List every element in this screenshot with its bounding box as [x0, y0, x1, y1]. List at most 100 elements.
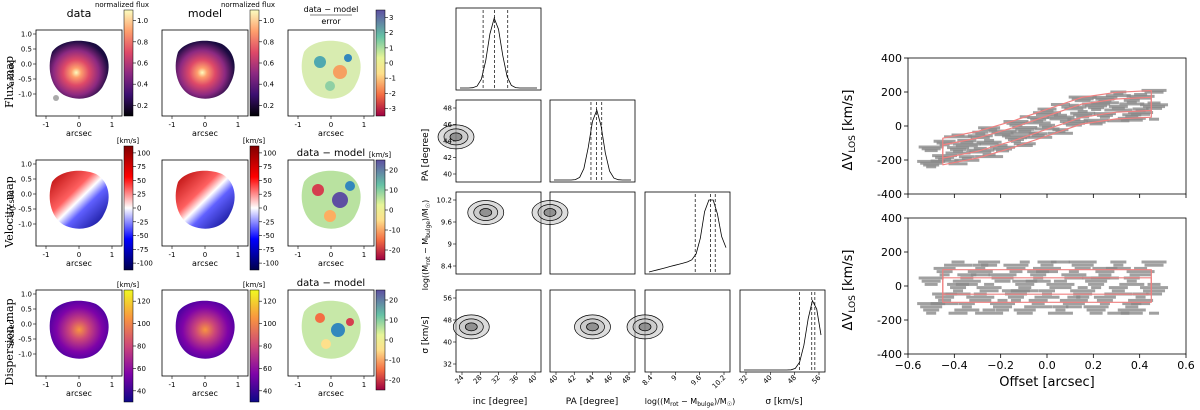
pv-1-pixel [988, 273, 1017, 277]
pv-0-pixel [1009, 123, 1023, 127]
velocity-model-colorbar-tick-label: 50 [263, 177, 272, 185]
pv-1-pixel [1147, 282, 1161, 286]
pv-0-pixel [1004, 136, 1027, 140]
pv-1-pixel [1010, 298, 1021, 302]
corner-panel-3-3 [739, 289, 826, 373]
pv-0-ytick-label: 400 [881, 52, 902, 65]
pv-1-pixel [1052, 305, 1069, 309]
pv-1-pixel [1012, 279, 1038, 283]
pv-0-pixel [1031, 134, 1045, 138]
map-ytick-label: 0.5 [21, 46, 32, 54]
pv-0-pixel [945, 151, 971, 155]
map-ytick-label: 0.0 [21, 191, 32, 199]
pv-1-pixel [1003, 263, 1029, 267]
pv-0-pixel [1006, 121, 1026, 125]
pv-1-pixel [970, 273, 990, 277]
corner-xtick-label: 24 [453, 373, 465, 385]
map-xlabel: arcsec [66, 259, 92, 268]
pv-1-pixel [1071, 263, 1094, 267]
pv-0-pixel [1073, 113, 1093, 117]
corner-contour-2-1-1 [543, 208, 557, 217]
pv-0-pixel [1053, 113, 1067, 117]
pv-0-pixel [1040, 109, 1054, 113]
pv-1-pixel [1091, 286, 1102, 290]
map-xlabel: arcsec [192, 129, 218, 138]
pv-1-pixel [1037, 260, 1057, 264]
corner-ytick-label: 8.4 [441, 263, 453, 271]
map-xlabel: arcsec [192, 259, 218, 268]
pv-0-pixel [1071, 97, 1094, 101]
corner-xtick-label: 28 [472, 374, 484, 386]
flux-model-colorbar-label: normalized flux [221, 1, 275, 9]
pv-1-pixel [1009, 270, 1023, 274]
corner-hist-0 [460, 16, 537, 89]
velocity-model-colorbar-tick-label: 25 [263, 191, 272, 199]
corner-xlabel-inc: inc [degree] [473, 397, 528, 407]
pv-1-pixel [972, 263, 989, 267]
pv-1-pixel [1143, 289, 1166, 293]
map-xlabel: arcsec [318, 389, 344, 398]
map-ytick-label: -0.5 [18, 336, 32, 344]
velocity-model-colorbar-tick-label: 100 [263, 149, 276, 157]
pv-1-pixel [984, 282, 995, 286]
pv-1-pixel [1065, 305, 1082, 309]
corner-ytick-label: 10.2 [436, 197, 452, 205]
map-ytick-label: 0.5 [21, 306, 32, 314]
corner-panel-2-2 [644, 191, 731, 275]
pv-0-pixel [1132, 107, 1149, 111]
pv-0-pixel [947, 146, 970, 150]
pv-0-pixel [1039, 123, 1055, 127]
flux-data-colorbar-tick-label: 0.2 [137, 102, 148, 110]
pv-1-pixel [933, 266, 956, 270]
corner-xtick-label: 48 [786, 374, 798, 386]
pv-0-pixel [1126, 100, 1137, 104]
corner-xlabel-logm: log((Mrot − Mbulge)/M☉) [645, 397, 735, 408]
pv-0-pixel [1143, 105, 1166, 109]
pv-1-pixel [924, 282, 938, 286]
flux-data-colorbar-tick-label: 0.8 [137, 38, 148, 46]
pv-0-pixel [1077, 109, 1088, 113]
pv-0-pixel [990, 145, 1016, 149]
map-xtick-label: 1 [236, 251, 240, 259]
corner-xtick-label: 36 [508, 373, 520, 385]
map-ytick-label: -0.5 [18, 206, 32, 214]
pv-0-pixel [1096, 113, 1113, 117]
map-xtick-label: 0 [203, 121, 207, 129]
pv-0-pixel [1091, 107, 1102, 111]
pv-0-ytick-label: 0 [895, 120, 902, 133]
velocity-model-colorbar-tick-label: -50 [263, 232, 274, 240]
pv-1-pixel [1019, 260, 1030, 264]
corner-xtick-label: 40 [526, 374, 538, 386]
pv-1-xtick-label: −0.6 [895, 359, 922, 372]
pv-1-pixel [950, 286, 967, 290]
dispersion-data-colorbar-tick-label: 40 [137, 387, 146, 395]
flux-data-colorbar-tick-label: 1.0 [137, 17, 148, 25]
corner-panel-0-0 [455, 7, 542, 91]
corner-plot: 48 46 44 42 40 10.2 9.6 9 8.4 24 28 32 36 40 56 48 40 32 4… [436, 7, 826, 390]
pv-1-pixel [1107, 311, 1130, 315]
pv-0-pixel [993, 147, 1013, 151]
flux-residual-colorbar-tick-label: 2 [389, 29, 393, 37]
velocity-data-galaxy [49, 170, 109, 229]
map-ytick-label: 0.5 [21, 176, 32, 184]
pv-1-pixel [1117, 308, 1146, 312]
map-ytick-label: 1.0 [21, 161, 32, 169]
pv-1-ytick-label: -400 [877, 348, 902, 361]
velocity-data-map [35, 159, 123, 247]
map-xtick-label: 1 [362, 381, 366, 389]
velocity-data-colorbar-label: [km/s] [117, 137, 140, 145]
pv-1-pixel [1053, 279, 1067, 283]
dispersion-model-colorbar-tick-label: 80 [263, 343, 272, 351]
map-xtick-label: 1 [362, 121, 366, 129]
dispersion-residual-colorbar-tick-label: 20 [389, 297, 398, 305]
corner-ylabel-pa: PA [degree] [421, 129, 431, 181]
pv-0-pixel [917, 159, 946, 163]
dispersion-data-map [35, 289, 123, 377]
flux-data-colorbar-tick-label: 0.6 [137, 60, 149, 68]
pv-0-pixel [991, 131, 1014, 135]
pv-0-pixel [1070, 111, 1096, 115]
pv-1-pixel [935, 295, 955, 299]
dispersion-residual-colorbar-tick-label: -20 [389, 377, 400, 385]
